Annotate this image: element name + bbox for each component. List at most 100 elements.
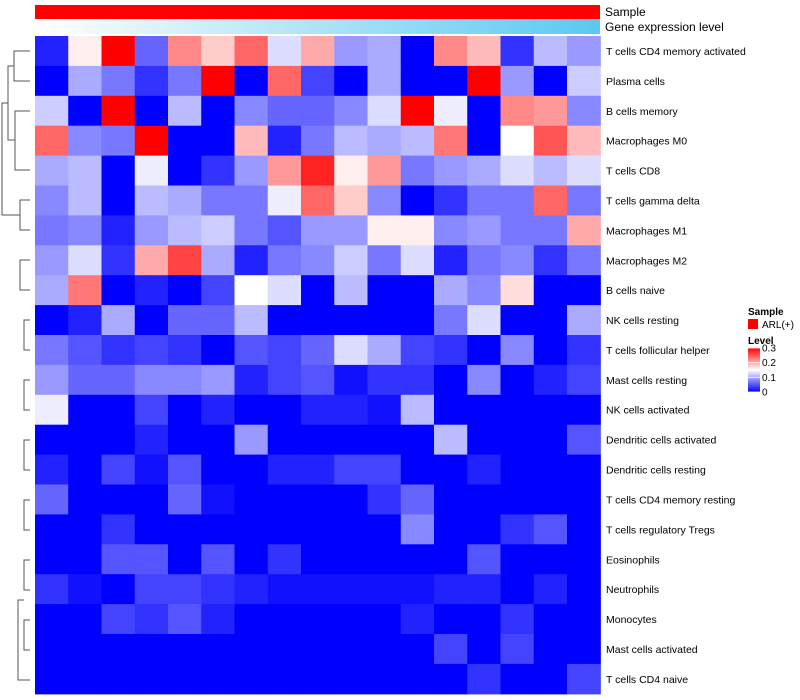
- heatmap-cell: [68, 65, 103, 97]
- heatmap-cell: [367, 364, 402, 396]
- heatmap-cell: [168, 604, 202, 635]
- heatmap-cell: [301, 275, 335, 306]
- heatmap-cell: [168, 663, 202, 695]
- heatmap-cell: [567, 155, 601, 187]
- heatmap-cell: [500, 454, 535, 486]
- row-label: Neutrophils: [606, 584, 659, 596]
- heatmap-cell: [533, 484, 568, 515]
- heatmap-cell: [68, 604, 103, 635]
- heatmap-cell: [533, 245, 568, 276]
- heatmap-cell: [301, 95, 335, 127]
- heatmap-cell: [267, 454, 302, 486]
- heatmap-cell: [168, 544, 202, 575]
- heatmap-cell: [500, 663, 535, 695]
- heatmap-cell: [467, 65, 502, 97]
- heatmap-cell: [101, 125, 136, 157]
- heatmap-cell: [567, 275, 601, 306]
- heatmap-cell: [567, 335, 601, 366]
- heatmap-cell: [400, 663, 435, 695]
- heatmap-cell: [201, 95, 236, 127]
- heatmap-cell: [367, 604, 402, 635]
- heatmap-cell: [301, 215, 335, 246]
- heatmap-cell: [35, 305, 69, 336]
- heatmap-cell: [234, 454, 269, 486]
- heatmap-cell: [400, 95, 435, 127]
- heatmap-cell: [400, 275, 435, 306]
- heatmap-cell: [367, 245, 402, 276]
- heatmap-cell: [134, 36, 169, 67]
- heatmap-cell: [434, 364, 468, 396]
- heatmap-cell: [35, 335, 69, 366]
- heatmap-cell: [434, 604, 468, 635]
- heatmap-cell: [500, 335, 535, 366]
- row-label: T cells CD4 naive: [606, 674, 688, 686]
- heatmap-cell: [434, 95, 468, 127]
- heatmap-cell: [567, 364, 601, 396]
- heatmap-cell: [367, 663, 402, 695]
- heatmap-cell: [35, 36, 69, 67]
- heatmap-cell: [500, 215, 535, 246]
- legend-sample-entry: ARL(+): [762, 320, 794, 331]
- heatmap-cell: [68, 215, 103, 246]
- heatmap-cell: [267, 215, 302, 246]
- heatmap-cell: [467, 394, 502, 426]
- heatmap-cell: [201, 215, 236, 246]
- heatmap-cell: [267, 574, 302, 605]
- heatmap-cell: [533, 65, 568, 97]
- heatmap-cell: [68, 245, 103, 276]
- row-label: Plasma cells: [606, 76, 665, 88]
- heatmap-cell: [301, 155, 335, 187]
- heatmap-cell: [301, 364, 335, 396]
- heatmap-cell: [301, 424, 335, 456]
- heatmap-cell: [567, 424, 601, 456]
- heatmap-cell: [467, 454, 502, 486]
- heatmap-cell: [134, 574, 169, 605]
- heatmap-cell: [234, 604, 269, 635]
- heatmap-cell: [467, 604, 502, 635]
- heatmap-cell: [467, 364, 502, 396]
- heatmap-cell: [334, 544, 369, 575]
- row-labels: T cells CD4 memory activated Plasma cells…: [606, 46, 746, 686]
- heatmap-cell: [234, 245, 269, 276]
- heatmap-cell: [234, 634, 269, 665]
- heatmap-cell: [567, 604, 601, 635]
- heatmap-cell: [35, 514, 69, 545]
- row-label: B cells naive: [606, 285, 665, 297]
- heatmap-cell: [400, 364, 435, 396]
- heatmap-cell: [367, 484, 402, 515]
- heatmap-cell: [234, 394, 269, 426]
- heatmap-cell: [101, 245, 136, 276]
- heatmap-cell: [68, 454, 103, 486]
- heatmap-cell: [234, 65, 269, 97]
- legend: Sample ARL(+) Level 0.3 0.2 0.1 0: [748, 307, 794, 399]
- heatmap-cell: [434, 484, 468, 515]
- heatmap-cell: [334, 275, 369, 306]
- heatmap-cell: [500, 394, 535, 426]
- heatmap-cell: [35, 604, 69, 635]
- heatmap-cell: [101, 65, 136, 97]
- heatmap-cell: [301, 185, 335, 216]
- heatmap-cell: [500, 484, 535, 515]
- heatmap-cell: [35, 245, 69, 276]
- heatmap-cell: [467, 185, 502, 216]
- heatmap-cell: [201, 364, 236, 396]
- heatmap-cell: [134, 604, 169, 635]
- legend-level-gradient: [748, 348, 760, 392]
- heatmap-cell: [533, 185, 568, 216]
- heatmap-cell: [434, 544, 468, 575]
- heatmap-cell: [134, 454, 169, 486]
- heatmap-cell: [567, 245, 601, 276]
- heatmap-cell: [267, 484, 302, 515]
- heatmap-cell: [168, 364, 202, 396]
- heatmap-cell: [400, 514, 435, 545]
- heatmap-cell: [567, 394, 601, 426]
- heatmap-cell: [101, 215, 136, 246]
- sample-track-label: Sample: [605, 5, 646, 19]
- heatmap-cell: [134, 275, 169, 306]
- heatmap-cell: [467, 424, 502, 456]
- heatmap-cell: [101, 663, 136, 695]
- heatmap-cell: [467, 663, 502, 695]
- heatmap-cell: [533, 663, 568, 695]
- heatmap-cell: [201, 65, 236, 97]
- heatmap-cell: [334, 364, 369, 396]
